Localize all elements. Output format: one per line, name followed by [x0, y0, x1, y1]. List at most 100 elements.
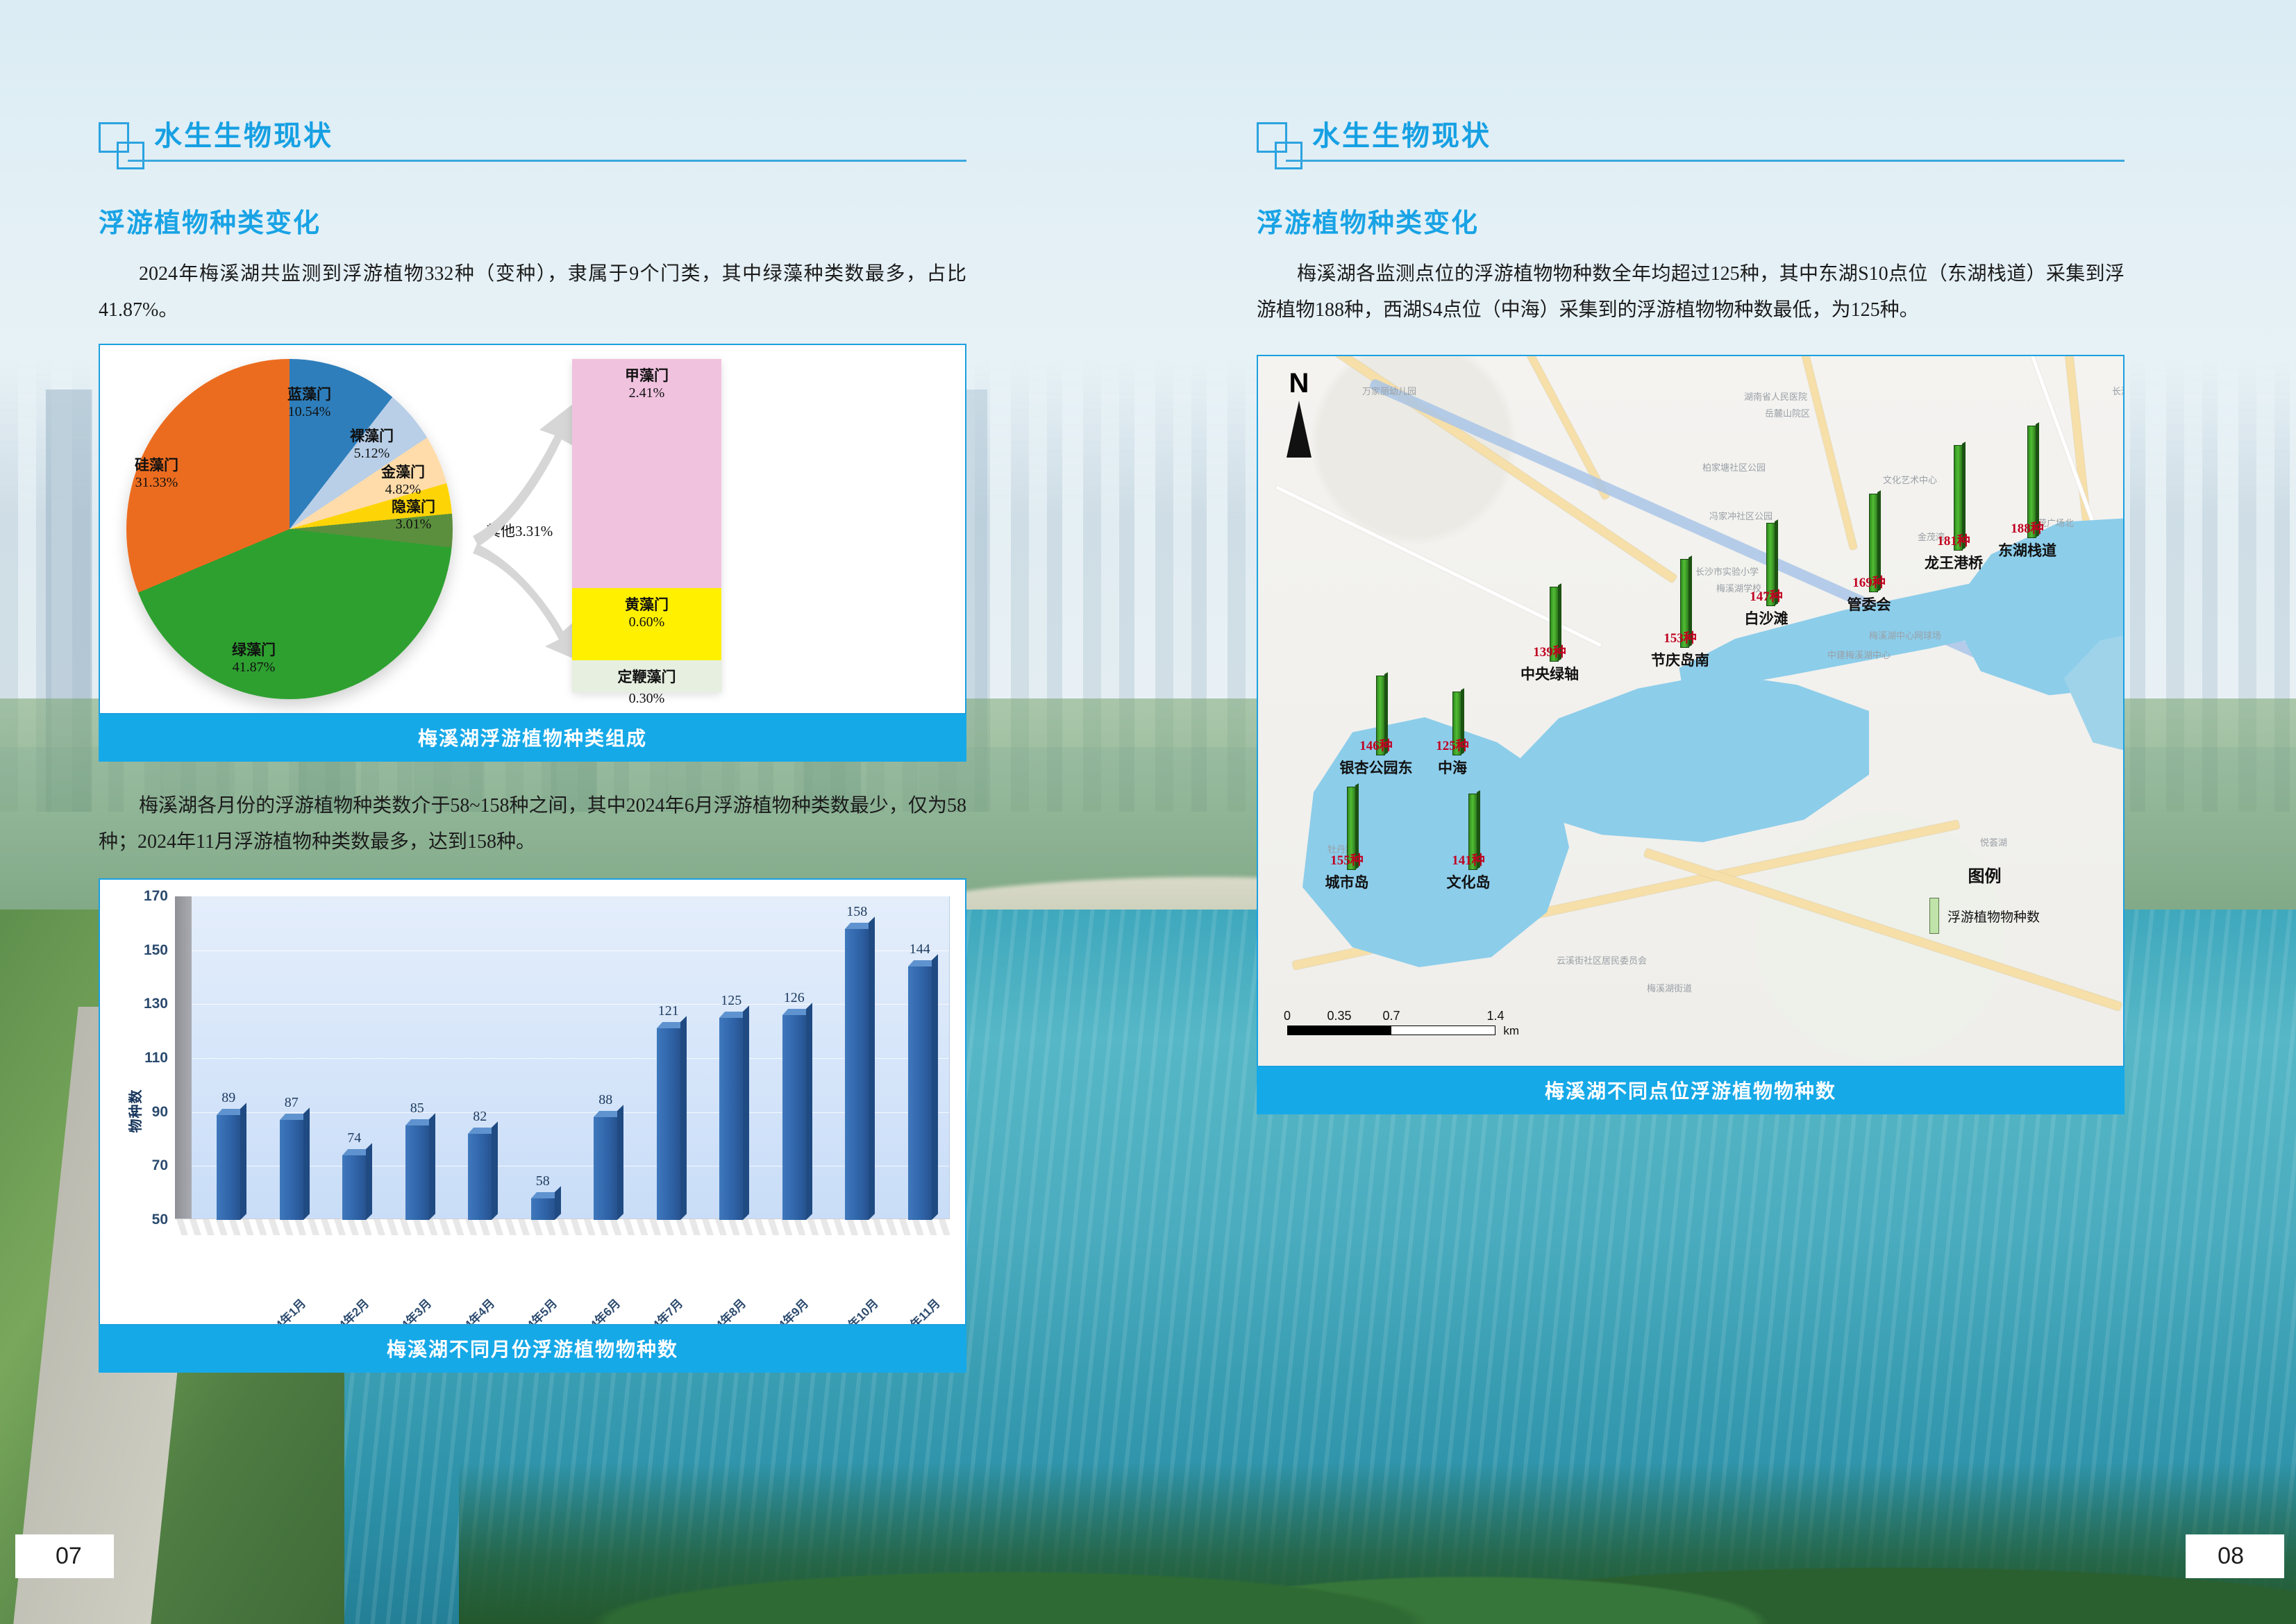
breakout-huangzao: 黄藻门 0.60%	[572, 588, 721, 660]
map-bg-label: 万家丽幼儿园	[1362, 386, 1417, 396]
section-title: 水生生物现状	[1312, 121, 1491, 151]
bar-side-face	[240, 1102, 247, 1220]
bar-value-label: 158	[846, 903, 868, 919]
map-bg-label: 文化艺术中心	[1883, 475, 1938, 485]
map-bg-label: 岳麓山院区	[1765, 408, 1811, 419]
x-axis-tick-label: 2024年10月	[826, 1296, 881, 1325]
breakout-jiazao: 甲藻门 2.41%	[572, 359, 721, 588]
other-breakout-stack: 甲藻门 2.41% 黄藻门 0.60% 定鞭藻门 0.30%	[572, 359, 721, 706]
map-bg-label: 冯家冲社区公园	[1709, 511, 1773, 521]
map-bg-label: 柏家塘社区公园	[1702, 462, 1766, 473]
sub-title-right: 浮游植物种类变化	[1257, 209, 1480, 238]
pie-figure: 蓝藻门 10.54% 裸藻门 5.12% 金藻门 4.82% 隐藻门 3.01%	[99, 344, 966, 762]
map-bg-label: 金茂广场北	[2029, 518, 2075, 528]
bar-value-label: 88	[598, 1092, 613, 1108]
page-right: 水生生物现状 浮游植物种类变化 梅溪湖各监测点位的浮游植物物种数全年均超过125…	[1173, 0, 2284, 1624]
sub-title-left: 浮游植物种类变化	[99, 209, 321, 238]
bar-column: 89	[217, 1090, 247, 1220]
bar-figure: 170 150 130 110 90 70 50 物种数 89 87 74 85 82 5…	[99, 878, 966, 1373]
x-axis-tick-label: 2024年2月	[322, 1296, 372, 1325]
bar-side-face	[680, 1016, 687, 1220]
x-axis-tick-label: 2024年11月	[889, 1296, 944, 1325]
paragraph-left-2: 梅溪湖各月份的浮游植物种类数介于58~158种之间，其中2024年6月浮游植物种…	[99, 795, 966, 853]
map-figure-caption: 梅溪湖不同点位浮游植物物种数	[1257, 1067, 2125, 1114]
bar-value-label: 58	[535, 1173, 550, 1189]
bar-side-face	[366, 1143, 373, 1220]
paragraph-right: 梅溪湖各监测点位的浮游植物物种数全年均超过125种，其中东湖S10点位（东湖栈道…	[1257, 263, 2125, 321]
map-bg-label: 长沙市一中岳麓中学	[2112, 386, 2123, 396]
bar-side-face	[492, 1121, 498, 1220]
pie-label-yinzao: 隐藻门 3.01%	[392, 499, 435, 532]
section-header-right: 水生生物现状	[1257, 118, 2125, 182]
pie-label-lvzao: 绿藻门 41.87%	[232, 642, 276, 675]
x-axis-tick-label: 2024年5月	[510, 1296, 560, 1325]
bar-column: 121	[656, 1003, 687, 1220]
map-bg-label: 梅溪湖中心网球场	[1869, 630, 1942, 641]
pie-circle	[126, 359, 453, 699]
page-number-left: 07	[15, 1534, 114, 1578]
bar-value-label: 82	[473, 1108, 487, 1124]
bar-chart-wall	[175, 896, 192, 1220]
map-bg-label: 中建梅溪湖中心	[1827, 650, 1891, 660]
callout-arrows	[473, 399, 584, 663]
scale-unit: km	[1503, 1024, 1519, 1037]
map-scale-bar: 0 0.35 0.7 1.4 km	[1283, 1009, 1519, 1037]
x-axis-tick-label: 2024年1月	[259, 1296, 309, 1325]
bar-column: 144	[907, 941, 938, 1220]
pie-label-luozao: 裸藻门 5.12%	[350, 428, 394, 461]
x-axis-tick-label: 2024年7月	[636, 1296, 686, 1325]
map-figure: 万家丽幼儿园 湖南省人民医院 岳麓山院区 柏家塘社区公园 冯家冲社区公园 长沙市…	[1257, 355, 2125, 1114]
bar-value-label: 89	[221, 1089, 236, 1105]
map-box: 万家丽幼儿园 湖南省人民医院 岳麓山院区 柏家塘社区公园 冯家冲社区公园 长沙市…	[1257, 355, 2125, 1067]
double-square-icon	[1257, 122, 1302, 176]
bar-side-face	[805, 1003, 812, 1220]
bar-column: 125	[719, 993, 750, 1220]
map-bg-label: 长沙市实验小学	[1695, 567, 1759, 577]
pie-figure-caption: 梅溪湖浮游植物种类组成	[99, 714, 966, 762]
x-axis-tick-label: 2024年12月	[952, 1296, 966, 1325]
monitoring-site-map: 万家丽幼儿园 湖南省人民医院 岳麓山院区 柏家塘社区公园 冯家冲社区公园 长沙市…	[1258, 356, 2123, 1066]
pie-label-jinzao: 金藻门 4.82%	[381, 464, 425, 497]
double-square-icon	[99, 122, 144, 176]
bar-side-face	[743, 1005, 750, 1220]
bar-column: 85	[405, 1100, 435, 1220]
x-axis-tick-label: 2024年8月	[699, 1296, 749, 1325]
north-arrow-icon: N	[1277, 369, 1321, 459]
y-axis-label: 物种数	[128, 1089, 144, 1133]
paragraph-left-1: 2024年梅溪湖共监测到浮游植物332种（变种），隶属于9个门类，其中绿藻种类数…	[99, 263, 966, 321]
pie-label-lanzao: 蓝藻门 10.54%	[287, 387, 331, 419]
y-axis: 170 150 130 110 90 70 50	[143, 888, 168, 1228]
bar-chart-floor	[175, 1219, 950, 1235]
section-title: 水生生物现状	[154, 121, 333, 151]
x-axis-tick-label: 2024年9月	[762, 1296, 812, 1325]
legend-swatch-icon	[1929, 898, 1939, 934]
x-axis-tick-label: 2024年4月	[448, 1296, 498, 1325]
map-legend: 图例 浮游植物物种数	[1929, 862, 2040, 934]
page-left: 水生生物现状 浮游植物种类变化 2024年梅溪湖共监测到浮游植物332种（变种）…	[15, 0, 1132, 1624]
map-bg-label: 悦荟湖	[1980, 837, 2008, 848]
bar-side-face	[617, 1105, 624, 1220]
x-axis-tick-label: 2024年3月	[385, 1296, 435, 1325]
pie-label-guizao: 硅藻门 31.33%	[135, 458, 178, 490]
bar-column: 74	[342, 1130, 373, 1220]
bar-side-face	[303, 1107, 310, 1220]
bar-column: 87	[279, 1095, 310, 1220]
bar-side-face	[428, 1113, 435, 1220]
map-bg-label: 梅溪湖学校	[1716, 583, 1762, 594]
bar-value-label: 144	[909, 941, 930, 957]
bar-chart-box: 170 150 130 110 90 70 50 物种数 89 87 74 85 82 5…	[99, 878, 966, 1325]
bar-figure-caption: 梅溪湖不同月份浮游植物物种数	[99, 1325, 966, 1373]
bar-column: 126	[782, 990, 812, 1220]
bar-chart: 170 150 130 110 90 70 50 物种数 89 87 74 85 82 5…	[100, 880, 965, 1324]
bar-value-label: 85	[410, 1100, 424, 1116]
header-rule	[128, 160, 966, 162]
bar-value-label: 125	[721, 992, 742, 1008]
map-bg-label: 云溪街社区居民委员会	[1557, 955, 1648, 966]
bar-side-face	[869, 916, 875, 1220]
bar-plot-area	[192, 896, 950, 1220]
section-header-left: 水生生物现状	[99, 118, 966, 182]
bg-foreground-trees	[459, 1462, 2296, 1624]
bar-value-label: 87	[284, 1095, 299, 1111]
bar-column: 58	[530, 1173, 561, 1220]
legend-item-label: 浮游植物物种数	[1947, 910, 2040, 925]
